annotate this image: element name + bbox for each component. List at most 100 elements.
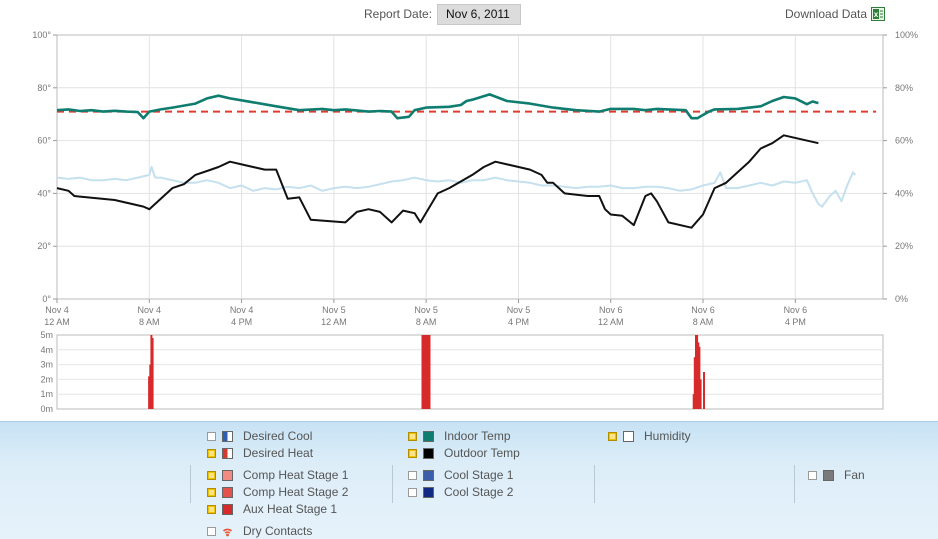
- legend-divider: [594, 465, 595, 503]
- runtime-bar: [699, 379, 702, 409]
- runtime-plot-area: 0m 1m 2m 3m 4m 5m: [40, 330, 884, 414]
- download-data-label: Download Data: [785, 7, 868, 21]
- outdoor-temp-label: Outdoor Temp: [444, 446, 520, 460]
- runtime-bar: [426, 335, 429, 409]
- runtime-y-tick-label: 3m: [40, 360, 53, 370]
- legend-item-outdoor-temp[interactable]: Outdoor Temp: [408, 445, 520, 461]
- runtime-bar: [693, 357, 696, 409]
- y-tick-label-right: 40%: [895, 188, 913, 198]
- report-date-label: Report Date:: [364, 7, 433, 21]
- legend-divider: [794, 465, 795, 503]
- y-tick-label-right: 80%: [895, 83, 913, 93]
- runtime-frame: [56, 334, 884, 410]
- aux-heat-stage-1-checkbox[interactable]: [207, 504, 216, 514]
- desired-heat-label: Desired Heat: [243, 446, 314, 460]
- legend-panel: Desired Cool Desired Heat Indoor Temp Outdo…: [0, 421, 938, 539]
- comp-heat-stage-1-label: Comp Heat Stage 1: [243, 468, 349, 482]
- legend-item-cool-stage-2[interactable]: Cool Stage 2: [408, 484, 513, 500]
- runtime-y-tick-label: 2m: [40, 374, 53, 384]
- desired-cool-swatch: [222, 430, 233, 442]
- comp-heat-stage-2-label: Comp Heat Stage 2: [243, 485, 349, 499]
- legend-item-comp-heat-stage-1[interactable]: Comp Heat Stage 1: [207, 467, 348, 483]
- indoor-temp-checkbox[interactable]: [408, 431, 417, 441]
- runtime-bar: [423, 335, 426, 409]
- report-date-field[interactable]: Nov 6, 2011: [437, 4, 521, 25]
- desired-heat-checkbox[interactable]: [207, 448, 216, 458]
- outdoor-temp-checkbox[interactable]: [408, 448, 417, 458]
- runtime-bar: [696, 335, 699, 409]
- legend-divider: [392, 465, 393, 503]
- y-tick-label-left: 60°: [37, 136, 51, 146]
- x-tick-label: Nov 6: [691, 305, 715, 315]
- x-tick-label: Nov 4: [138, 305, 162, 315]
- runtime-bar: [422, 335, 425, 409]
- plot-frame: [56, 34, 884, 300]
- comp-heat-stage-2-checkbox[interactable]: [207, 487, 216, 497]
- runtime-bar: [151, 338, 154, 409]
- legend-item-cool-stage-1[interactable]: Cool Stage 1: [408, 467, 513, 483]
- legend-item-desired-heat[interactable]: Desired Heat: [207, 445, 313, 461]
- runtime-bar: [698, 346, 701, 409]
- series-line-outdoor-temp: [56, 134, 819, 229]
- aux-heat-stage-1-swatch: [222, 503, 233, 515]
- runtime-bar: [428, 335, 431, 409]
- legend-item-humidity[interactable]: Humidity: [608, 428, 691, 444]
- fan-checkbox[interactable]: [808, 470, 817, 480]
- runtime-bar: [697, 342, 700, 409]
- legend-item-aux-heat-stage-1[interactable]: Aux Heat Stage 1: [207, 501, 337, 517]
- dry-contacts-label: Dry Contacts: [243, 524, 313, 538]
- y-tick-label-right: 20%: [895, 241, 913, 251]
- humidity-checkbox[interactable]: [608, 431, 617, 441]
- x-tick-label: Nov 4: [230, 305, 254, 315]
- x-tick-label: 4 PM: [785, 317, 806, 327]
- wifi-arc: [224, 530, 231, 534]
- runtime-bar: [695, 335, 697, 409]
- x-tick-label: 8 AM: [416, 317, 437, 327]
- x-tick-label: 12 AM: [321, 317, 347, 327]
- humidity-label: Humidity: [644, 429, 691, 443]
- legend-item-fan[interactable]: Fan: [808, 467, 865, 483]
- indoor-temp-swatch: [423, 430, 434, 442]
- x-tick-label: 4 PM: [231, 317, 252, 327]
- outdoor-temp-swatch: [423, 447, 434, 459]
- y-tick-label-right: 100%: [895, 30, 918, 40]
- x-tick-label: Nov 6: [599, 305, 623, 315]
- x-tick-label: 4 PM: [508, 317, 529, 327]
- runtime-bar: [421, 335, 424, 409]
- fan-swatch: [823, 469, 834, 481]
- runtime-bar: [150, 335, 153, 409]
- legend-item-indoor-temp[interactable]: Indoor Temp: [408, 428, 511, 444]
- legend-item-comp-heat-stage-2[interactable]: Comp Heat Stage 2: [207, 484, 348, 500]
- cool-stage-1-checkbox[interactable]: [408, 470, 417, 480]
- runtime-bar: [148, 376, 151, 409]
- x-tick-label: 12 AM: [44, 317, 70, 327]
- legend-item-dry-contacts[interactable]: Dry Contacts: [207, 523, 312, 539]
- x-tick-label: Nov 5: [322, 305, 346, 315]
- x-tick-label: Nov 5: [414, 305, 438, 315]
- main-plot-area: 0° 0% 20° 20% 40° 40% 60° 60% 80° 80% 100° 100% Nov …: [32, 30, 918, 327]
- series-line-indoor-temp: [56, 93, 819, 120]
- legend-item-desired-cool[interactable]: Desired Cool: [207, 428, 312, 444]
- desired-heat-swatch: [222, 447, 233, 459]
- runtime-bar: [425, 335, 427, 409]
- legend-divider: [190, 465, 191, 503]
- x-tick-label: 8 AM: [139, 317, 160, 327]
- runtime-y-tick-label: 1m: [40, 389, 53, 399]
- runtime-bar: [692, 394, 695, 409]
- x-tick-label: Nov 4: [45, 305, 69, 315]
- y-tick-label-left: 20°: [37, 241, 51, 251]
- comp-heat-stage-1-checkbox[interactable]: [207, 470, 216, 480]
- cool-stage-2-checkbox[interactable]: [408, 487, 417, 497]
- runtime-y-tick-label: 0m: [40, 404, 53, 414]
- runtime-bar: [427, 335, 430, 409]
- download-data-link[interactable]: Download Data x: [785, 7, 886, 21]
- desired-cool-checkbox[interactable]: [207, 431, 216, 441]
- y-tick-label-left: 80°: [37, 83, 51, 93]
- dry-contacts-checkbox[interactable]: [207, 526, 216, 536]
- comp-heat-stage-1-swatch: [222, 469, 233, 481]
- y-tick-label-left: 0°: [42, 294, 51, 304]
- chart: 0° 0% 20° 20% 40° 40% 60° 60% 80° 80% 100° 100% Nov …: [32, 30, 918, 414]
- x-tick-label: 8 AM: [693, 317, 714, 327]
- y-tick-label-left: 40°: [37, 188, 51, 198]
- y-tick-label-right: 60%: [895, 136, 913, 146]
